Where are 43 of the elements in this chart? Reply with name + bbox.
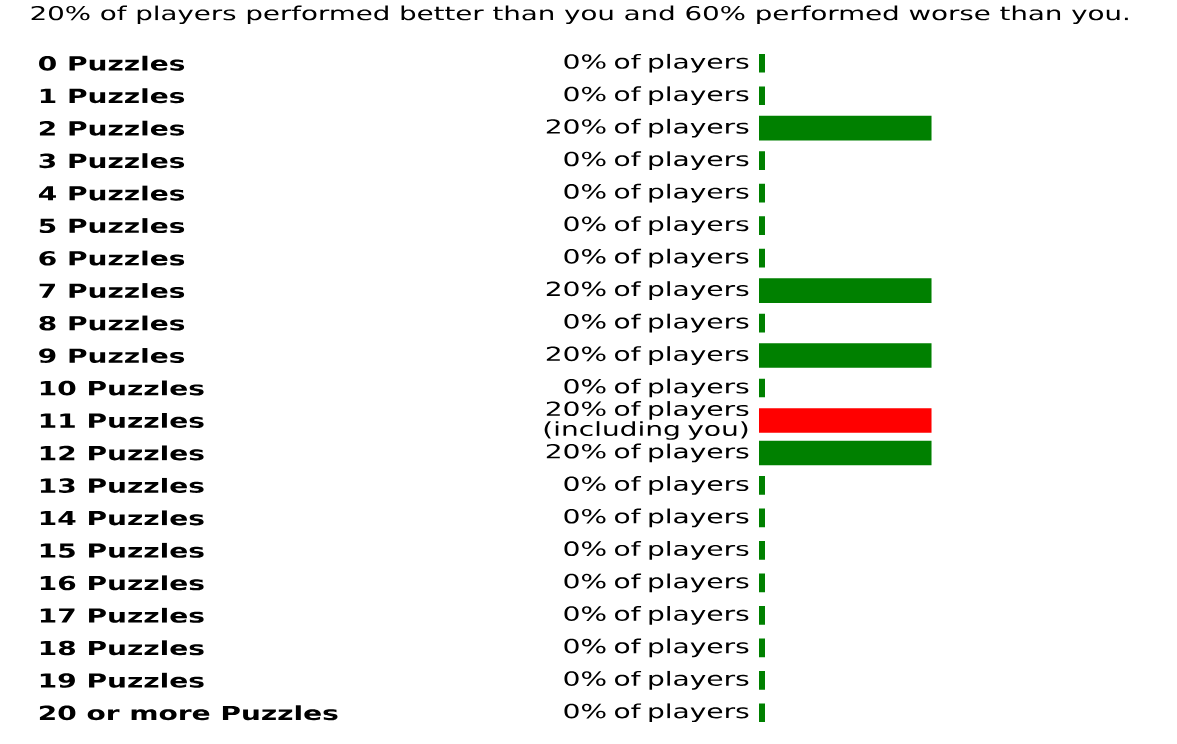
data-label: 20% of players bbox=[546, 118, 749, 138]
data-label: 0% of players bbox=[564, 638, 749, 658]
data-label: 0% of players bbox=[564, 605, 749, 625]
data-label: 0% of players bbox=[564, 248, 749, 268]
data-label: 0% of players bbox=[564, 378, 749, 398]
y-tick-label: 7 Puzzles bbox=[39, 283, 185, 299]
y-tick-label: 1 Puzzles bbox=[40, 88, 185, 104]
data-label: 0% of players bbox=[564, 183, 749, 203]
data-label: 0% of players bbox=[564, 476, 749, 495]
y-tick-label: 10 Puzzles bbox=[40, 380, 204, 396]
y-tick-label: 18 Puzzles bbox=[40, 640, 204, 656]
data-label: 0% of players bbox=[564, 151, 749, 171]
data-label: 20% of players bbox=[546, 443, 749, 463]
y-tick-label: 2 Puzzles bbox=[39, 120, 185, 136]
y-tick-label: 17 Puzzles bbox=[40, 607, 204, 623]
y-tick-label: 15 Puzzles bbox=[40, 542, 204, 558]
y-tick-label: 5 Puzzles bbox=[39, 218, 185, 234]
data-label: 0% of players bbox=[564, 86, 749, 106]
y-tick-label: 3 Puzzles bbox=[39, 153, 185, 169]
data-label: 0% of players bbox=[564, 508, 749, 528]
y-tick-label: 20 or more Puzzles bbox=[39, 705, 338, 721]
data-label: 20% of players bbox=[546, 346, 749, 365]
data-label: 0% of players bbox=[564, 53, 749, 73]
y-tick-label: 13 Puzzles bbox=[40, 477, 204, 493]
data-label: 0% of players bbox=[564, 216, 749, 235]
y-tick-label: 19 Puzzles bbox=[40, 672, 204, 688]
data-label: 0% of players bbox=[564, 670, 749, 690]
data-label: 20% of players (including you) bbox=[544, 401, 749, 440]
y-tick-label: 12 Puzzles bbox=[40, 445, 204, 461]
data-label: 0% of players bbox=[564, 313, 749, 333]
text: 20% of players performed better than you and 60% performed worse than you. bbox=[31, 5, 1128, 25]
data-label: 0% of players bbox=[564, 541, 749, 560]
y-tick-label: 4 Puzzles bbox=[38, 185, 185, 201]
y-tick-label: 0 Puzzles bbox=[39, 55, 185, 71]
y-tick-label: 8 Puzzles bbox=[39, 315, 185, 331]
y-tick-label: 14 Puzzles bbox=[40, 510, 204, 526]
data-label: 0% of players bbox=[564, 573, 749, 593]
data-label: 20% of players bbox=[546, 281, 749, 300]
y-tick-label: 9 Puzzles bbox=[39, 348, 185, 364]
data-label: 0% of players bbox=[564, 703, 749, 723]
y-tick-label: 6 Puzzles bbox=[39, 250, 185, 266]
y-tick-label: 11 Puzzles bbox=[40, 412, 204, 428]
y-tick-label: 16 Puzzles bbox=[40, 575, 204, 591]
